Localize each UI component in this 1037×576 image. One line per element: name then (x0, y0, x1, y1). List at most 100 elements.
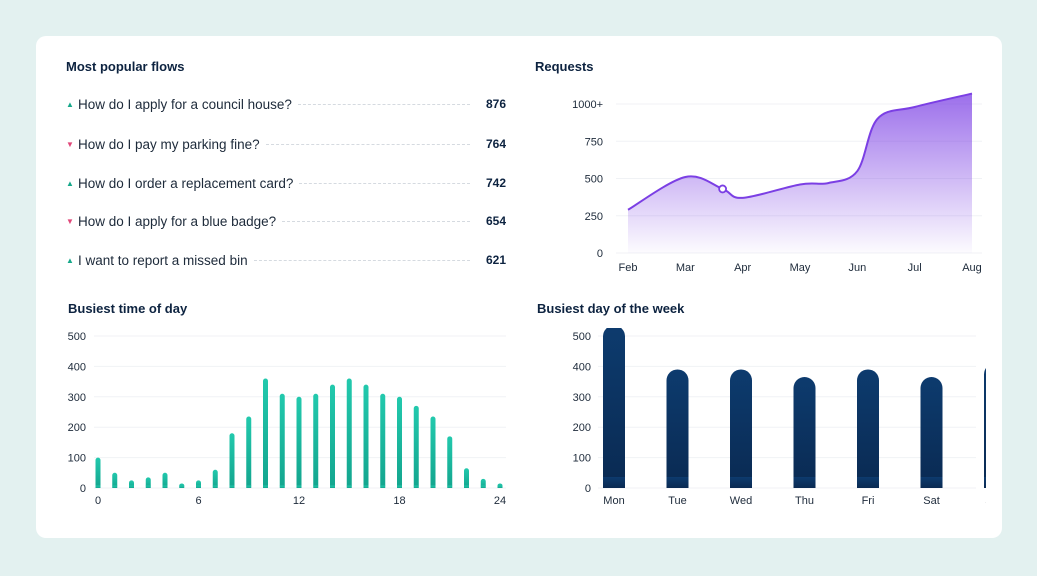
bar (112, 472, 118, 488)
bar (666, 369, 689, 488)
bar-base (196, 485, 201, 488)
bar (263, 378, 268, 488)
bar-base (346, 485, 352, 488)
flow-label: How do I apply for a council house? (78, 96, 292, 112)
x-tick-label: 0 (95, 495, 101, 507)
x-tick-label: Mon (603, 495, 624, 507)
flow-value: 742 (485, 176, 506, 190)
flow-label: How do I pay my parking fine? (78, 136, 260, 152)
flow-item[interactable]: ▲ How do I order a replacement card? 742 (66, 173, 506, 193)
x-tick-label: Thu (795, 495, 814, 507)
bar-base (162, 485, 168, 488)
bar-base (112, 485, 118, 488)
x-tick-label: Jun (848, 262, 866, 274)
bar-base (279, 485, 285, 488)
y-tick-label: 0 (585, 483, 591, 495)
dotted-leader (265, 143, 470, 145)
bar (162, 472, 168, 488)
x-tick-label: Aug (962, 262, 982, 274)
bar (603, 328, 625, 488)
x-tick-label: Tue (668, 495, 687, 507)
trend-up-icon: ▲ (66, 178, 74, 188)
flow-item[interactable]: ▲ How do I apply for a council house? 876 (66, 94, 506, 114)
y-tick-label: 200 (573, 422, 591, 434)
bar-base (413, 485, 419, 488)
bar-base (730, 477, 752, 488)
flow-label: How do I order a replacement card? (78, 175, 294, 191)
x-tick-label: Jul (908, 262, 922, 274)
bar-base (857, 477, 879, 488)
bar-base (129, 485, 134, 488)
bar-base (603, 477, 625, 488)
x-tick-label: Sun (985, 495, 986, 507)
bar (793, 377, 816, 488)
flow-value: 654 (485, 214, 506, 228)
bar-base (793, 477, 816, 488)
trend-up-icon: ▲ (66, 255, 74, 265)
y-tick-label: 300 (68, 392, 86, 404)
bar-base (95, 485, 101, 488)
bar-base (363, 485, 369, 488)
x-tick-label: Apr (734, 262, 751, 274)
bar (212, 469, 218, 488)
bar-base (480, 485, 486, 488)
y-tick-label: 100 (573, 453, 591, 465)
y-tick-label: 0 (597, 248, 603, 260)
x-tick-label: Mar (676, 262, 695, 274)
bar (296, 396, 302, 488)
bar (413, 405, 419, 488)
day-of-week-chart: 0 100 200 300 400 500 Mon Tue Wed Thu Fri Sat Sun (573, 328, 986, 507)
flow-value: 764 (485, 137, 506, 151)
bar (363, 384, 369, 488)
y-tick-label: 400 (68, 361, 86, 373)
y-tick-label: 500 (585, 174, 603, 186)
requests-chart: 0 250 500 750 1000+ Feb Mar Apr May Jun Jul Aug (572, 92, 982, 274)
x-tick-label: Wed (730, 495, 752, 507)
trend-up-icon: ▲ (66, 99, 74, 109)
bar-base (666, 477, 689, 488)
y-tick-label: 250 (585, 211, 603, 223)
requests-line (627, 92, 973, 211)
bar (447, 436, 453, 488)
bar-base (330, 485, 335, 488)
bar (330, 384, 335, 488)
bar-base (246, 485, 252, 488)
y-tick-label: 100 (68, 453, 86, 465)
bar (246, 416, 252, 488)
flow-item[interactable]: ▲ I want to report a missed bin 621 (66, 250, 506, 270)
x-tick-label: 24 (494, 495, 506, 507)
dotted-leader (282, 220, 470, 222)
bar-base (179, 485, 185, 488)
flow-label: I want to report a missed bin (78, 252, 248, 268)
data-point-marker (718, 184, 728, 194)
bar (279, 393, 285, 488)
bar (464, 468, 469, 488)
y-tick-label: 0 (80, 483, 86, 495)
time-of-day-chart: 0 100 200 300 400 500 0 6 12 18 24 (68, 331, 506, 507)
x-tick-label: May (790, 262, 811, 274)
bar (145, 477, 151, 488)
bar (95, 457, 101, 488)
y-tick-label: 300 (573, 392, 591, 404)
flow-value: 621 (485, 253, 506, 267)
y-tick-label: 750 (585, 136, 603, 148)
trend-down-icon: ▼ (66, 216, 74, 226)
bar-base (229, 485, 235, 488)
flow-value: 876 (485, 97, 506, 111)
bar-base (464, 485, 469, 488)
bar (397, 396, 402, 488)
y-tick-label: 1000+ (572, 99, 603, 111)
bar-base (380, 485, 386, 488)
requests-title: Requests (535, 59, 594, 74)
bar-base (263, 485, 268, 488)
dotted-leader (299, 182, 470, 184)
flows-title: Most popular flows (66, 59, 185, 74)
flow-item[interactable]: ▼ How do I apply for a blue badge? 654 (66, 211, 506, 231)
y-tick-label: 500 (68, 331, 86, 343)
bar-base (296, 485, 302, 488)
x-tick-label: Sat (923, 495, 940, 507)
flow-item[interactable]: ▼ How do I pay my parking fine? 764 (66, 134, 506, 154)
y-tick-label: 500 (573, 331, 591, 343)
bar (430, 416, 436, 488)
y-tick-label: 200 (68, 422, 86, 434)
